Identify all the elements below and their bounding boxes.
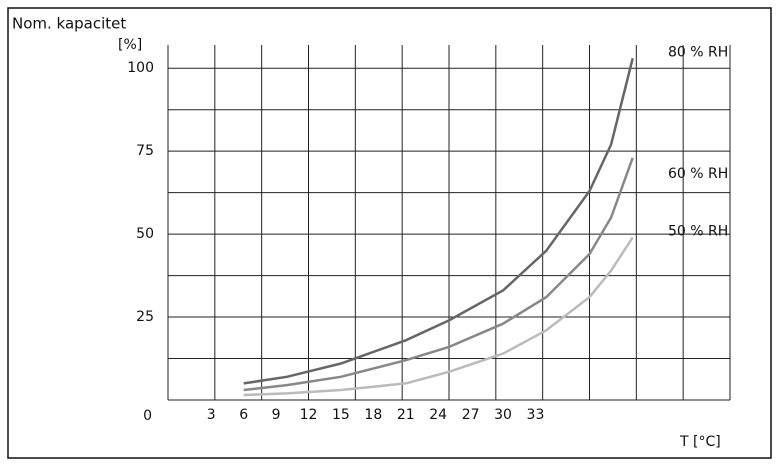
y-unit: [%]: [118, 37, 142, 53]
y-tick-label: 0: [143, 408, 152, 424]
y-tick-label: 100: [127, 60, 154, 76]
y-tick-label: 75: [136, 143, 154, 159]
series-line: [243, 157, 634, 392]
x-tick-label: 30: [494, 407, 512, 423]
series-line: [243, 57, 634, 385]
legend-label: 60 % RH: [668, 166, 728, 182]
legend-label: 80 % RH: [668, 44, 728, 60]
chart-title: Nom. kapacitet: [12, 15, 126, 33]
legend-label: 50 % RH: [668, 223, 728, 239]
x-tick-label: 15: [332, 407, 350, 423]
x-tick-label: 24: [429, 407, 447, 423]
x-tick-label: 9: [272, 407, 281, 423]
frame: [7, 7, 772, 459]
vertical-grid: [167, 45, 731, 400]
y-tick-label: 25: [136, 309, 154, 325]
x-tick-label: 18: [364, 407, 382, 423]
x-tick-label: 27: [462, 407, 480, 423]
y-tick-label: 50: [136, 226, 154, 242]
series-line: [243, 236, 634, 397]
x-axis-label: T [°C]: [679, 434, 721, 450]
x-tick-label: 6: [239, 407, 248, 423]
x-tick-label: 3: [207, 407, 216, 423]
x-tick-label: 12: [300, 407, 318, 423]
x-tick-label: 21: [397, 407, 415, 423]
x-tick-label: 33: [527, 407, 545, 423]
